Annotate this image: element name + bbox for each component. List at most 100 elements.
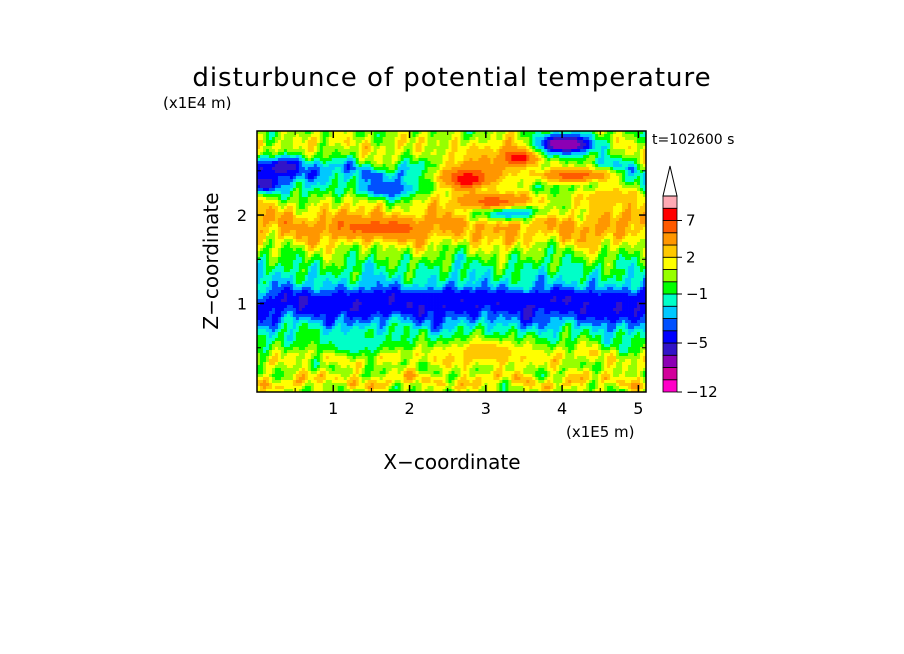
contour-cell [277, 179, 282, 183]
contour-cell [376, 209, 381, 213]
contour-cell [325, 215, 330, 219]
contour-cell [427, 137, 431, 141]
contour-cell [643, 230, 646, 234]
contour-cell [283, 155, 288, 159]
contour-cell [490, 242, 494, 246]
contour-cell [616, 236, 620, 240]
contour-cell [466, 227, 470, 231]
contour-cell [586, 212, 590, 216]
contour-cell [415, 221, 419, 225]
contour-cell [361, 188, 366, 192]
contour-cell [532, 227, 536, 231]
contour-cell [457, 176, 461, 180]
contour-cell [514, 158, 518, 162]
contour-cell [382, 167, 387, 171]
contour-cell [271, 221, 276, 225]
contour-cell [391, 203, 396, 207]
contour-cell [319, 158, 324, 162]
contour-cell [520, 152, 524, 156]
contour-cell [301, 188, 306, 192]
contour-cell [403, 188, 408, 192]
contour-cell [304, 239, 309, 243]
contour-cell [547, 233, 551, 237]
contour-cell [454, 188, 458, 192]
contour-cell [559, 242, 563, 246]
contour-cell [304, 227, 309, 231]
contour-cell [601, 215, 605, 219]
contour-cell [607, 191, 611, 195]
contour-cell [349, 182, 354, 186]
contour-cell [265, 131, 270, 135]
contour-cell [361, 131, 366, 135]
contour-cell [394, 197, 399, 201]
contour-cell [286, 173, 291, 177]
contour-cell [643, 170, 646, 174]
contour-cell [634, 236, 638, 240]
contour-cell [604, 137, 608, 141]
contour-cell [547, 242, 551, 246]
contour-cell [532, 140, 536, 144]
contour-cell [403, 233, 408, 237]
contour-cell [319, 206, 324, 210]
contour-cell [271, 179, 276, 183]
contour-cell [280, 146, 285, 150]
contour-cell [460, 185, 464, 189]
contour-cell [475, 131, 479, 135]
contour-cell [280, 221, 285, 225]
contour-cell [403, 170, 408, 174]
contour-cell [343, 140, 348, 144]
contour-cell [487, 134, 491, 138]
contour-cell [364, 224, 369, 228]
contour-cell [313, 173, 318, 177]
contour-cell [310, 245, 315, 249]
contour-cell [268, 149, 273, 153]
contour-cell [619, 155, 623, 159]
contour-cell [616, 203, 620, 207]
contour-cell [376, 194, 381, 198]
contour-cell [355, 164, 360, 168]
contour-cell [298, 197, 303, 201]
contour-cell [367, 191, 372, 195]
contour-cell [547, 200, 551, 204]
contour-cell [265, 215, 270, 219]
contour-cell [508, 191, 512, 195]
contour-cell [616, 149, 620, 153]
contour-cell [586, 215, 590, 219]
contour-cell [535, 146, 539, 150]
contour-cell [634, 221, 638, 225]
contour-cell [257, 167, 261, 171]
contour-cell [454, 218, 458, 222]
contour-cell [625, 134, 629, 138]
contour-cell [466, 242, 470, 246]
contour-cell [289, 194, 294, 198]
contour-cell [640, 146, 644, 150]
contour-cell [334, 137, 339, 141]
contour-cell [415, 194, 419, 198]
contour-cell [628, 155, 632, 159]
contour-cell [544, 170, 548, 174]
contour-cell [376, 185, 381, 189]
contour-cell [358, 137, 363, 141]
contour-cell [397, 152, 402, 156]
contour-cell [514, 137, 518, 141]
contour-cell [616, 197, 620, 201]
contour-cell [610, 191, 614, 195]
contour-cell [388, 188, 393, 192]
contour-cell [625, 197, 629, 201]
contour-cell [613, 149, 617, 153]
contour-cell [412, 197, 416, 201]
contour-cell [265, 221, 270, 225]
contour-cell [397, 140, 402, 144]
contour-cell [265, 203, 270, 207]
contour-cell [376, 149, 381, 153]
contour-cell [622, 164, 626, 168]
contour-cell [352, 230, 357, 234]
contour-cell [400, 227, 405, 231]
contour-cell [526, 158, 530, 162]
contour-cell [535, 188, 539, 192]
contour-cell [508, 131, 512, 135]
contour-cell [574, 158, 578, 162]
contour-cell [451, 179, 455, 183]
contour-cell [556, 221, 560, 225]
contour-cell [460, 200, 464, 204]
